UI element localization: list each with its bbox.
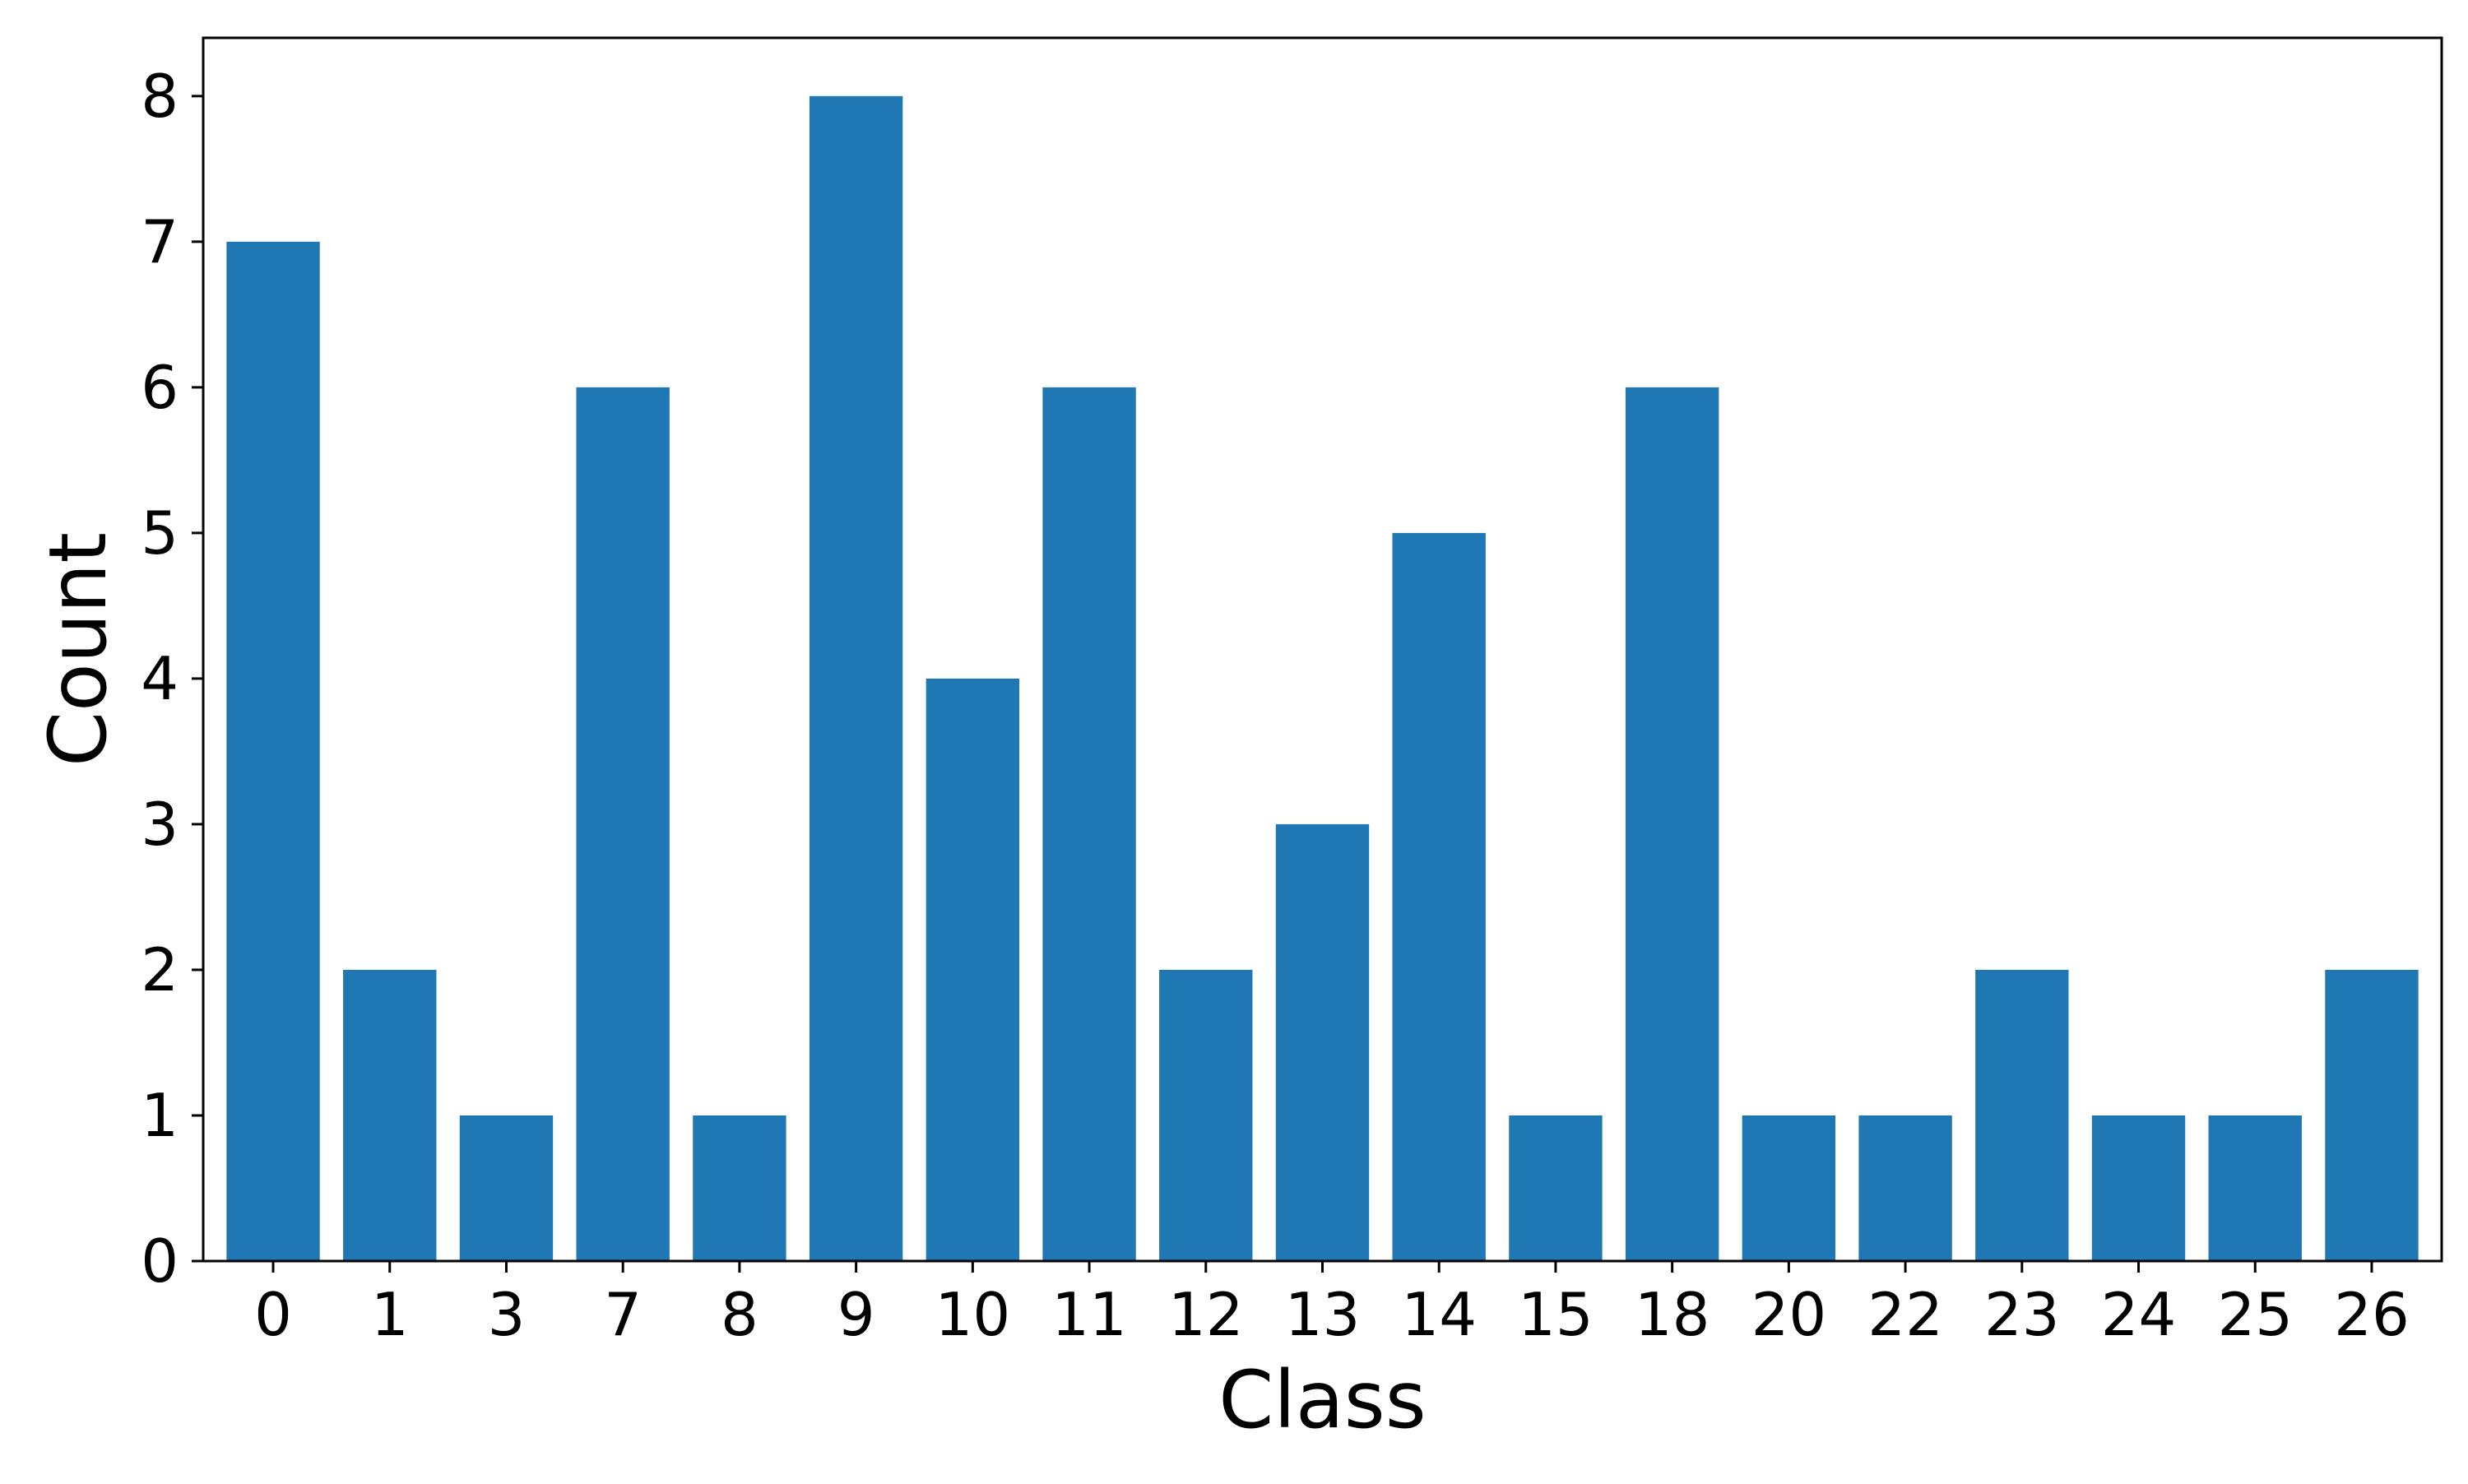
y-tick-label: 3 [141, 790, 179, 859]
x-tick-label: 10 [935, 1280, 1011, 1349]
x-tick-label: 13 [1285, 1280, 1361, 1349]
bar-20 [1742, 1115, 1836, 1261]
x-tick-label: 14 [1401, 1280, 1477, 1349]
x-tick-label: 18 [1635, 1280, 1710, 1349]
bar-13 [1275, 823, 1370, 1261]
x-tick-label: 20 [1751, 1280, 1827, 1349]
bar-23 [1975, 969, 2069, 1261]
x-tick-label: 1 [371, 1280, 409, 1349]
bar-1 [343, 969, 437, 1261]
y-tick-label: 5 [141, 499, 179, 568]
bar-9 [809, 95, 903, 1261]
y-tick-label: 8 [141, 62, 179, 131]
bar-22 [1858, 1115, 1952, 1261]
y-tick-label: 7 [141, 207, 179, 276]
x-tick-label: 9 [837, 1280, 875, 1349]
x-tick-label: 26 [2334, 1280, 2410, 1349]
y-tick-label: 1 [141, 1081, 179, 1150]
bar-12 [1159, 969, 1253, 1261]
x-tick-label: 3 [488, 1280, 526, 1349]
x-axis-label: Class [1218, 1354, 1427, 1446]
bar-14 [1392, 532, 1486, 1261]
bar-8 [693, 1115, 786, 1261]
bar-10 [926, 678, 1020, 1261]
bars-layer [226, 95, 2419, 1261]
bar-11 [1042, 387, 1136, 1261]
x-tick-label: 15 [1518, 1280, 1594, 1349]
x-tick-label: 25 [2217, 1280, 2293, 1349]
bar-26 [2325, 969, 2419, 1261]
x-axis: 0 1 3 7 8 9 10 11 12 13 14 15 18 20 22 23 24 25 26 [254, 1261, 2410, 1349]
bar-15 [1509, 1115, 1603, 1261]
bar-25 [2208, 1115, 2302, 1261]
x-tick-label: 0 [254, 1280, 292, 1349]
y-tick-label: 2 [141, 935, 179, 1004]
x-tick-label: 11 [1051, 1280, 1127, 1349]
y-tick-label: 0 [141, 1227, 179, 1296]
bar-7 [576, 387, 670, 1261]
plot-frame [202, 36, 2443, 1263]
y-tick-label: 6 [141, 353, 179, 422]
x-tick-label: 24 [2101, 1280, 2177, 1349]
bar-18 [1625, 387, 1719, 1261]
y-tick-label: 4 [141, 644, 179, 713]
x-tick-label: 22 [1867, 1280, 1943, 1349]
x-tick-label: 12 [1168, 1280, 1244, 1349]
x-tick-label: 7 [604, 1280, 642, 1349]
y-axis: 0 1 2 3 4 5 6 7 8 [141, 62, 203, 1296]
x-tick-label: 8 [721, 1280, 758, 1349]
bar-3 [459, 1115, 554, 1261]
x-tick-label: 23 [1984, 1280, 2060, 1349]
y-axis-label: Count [32, 532, 124, 767]
bar-24 [2091, 1115, 2186, 1261]
bar-0 [226, 241, 320, 1261]
